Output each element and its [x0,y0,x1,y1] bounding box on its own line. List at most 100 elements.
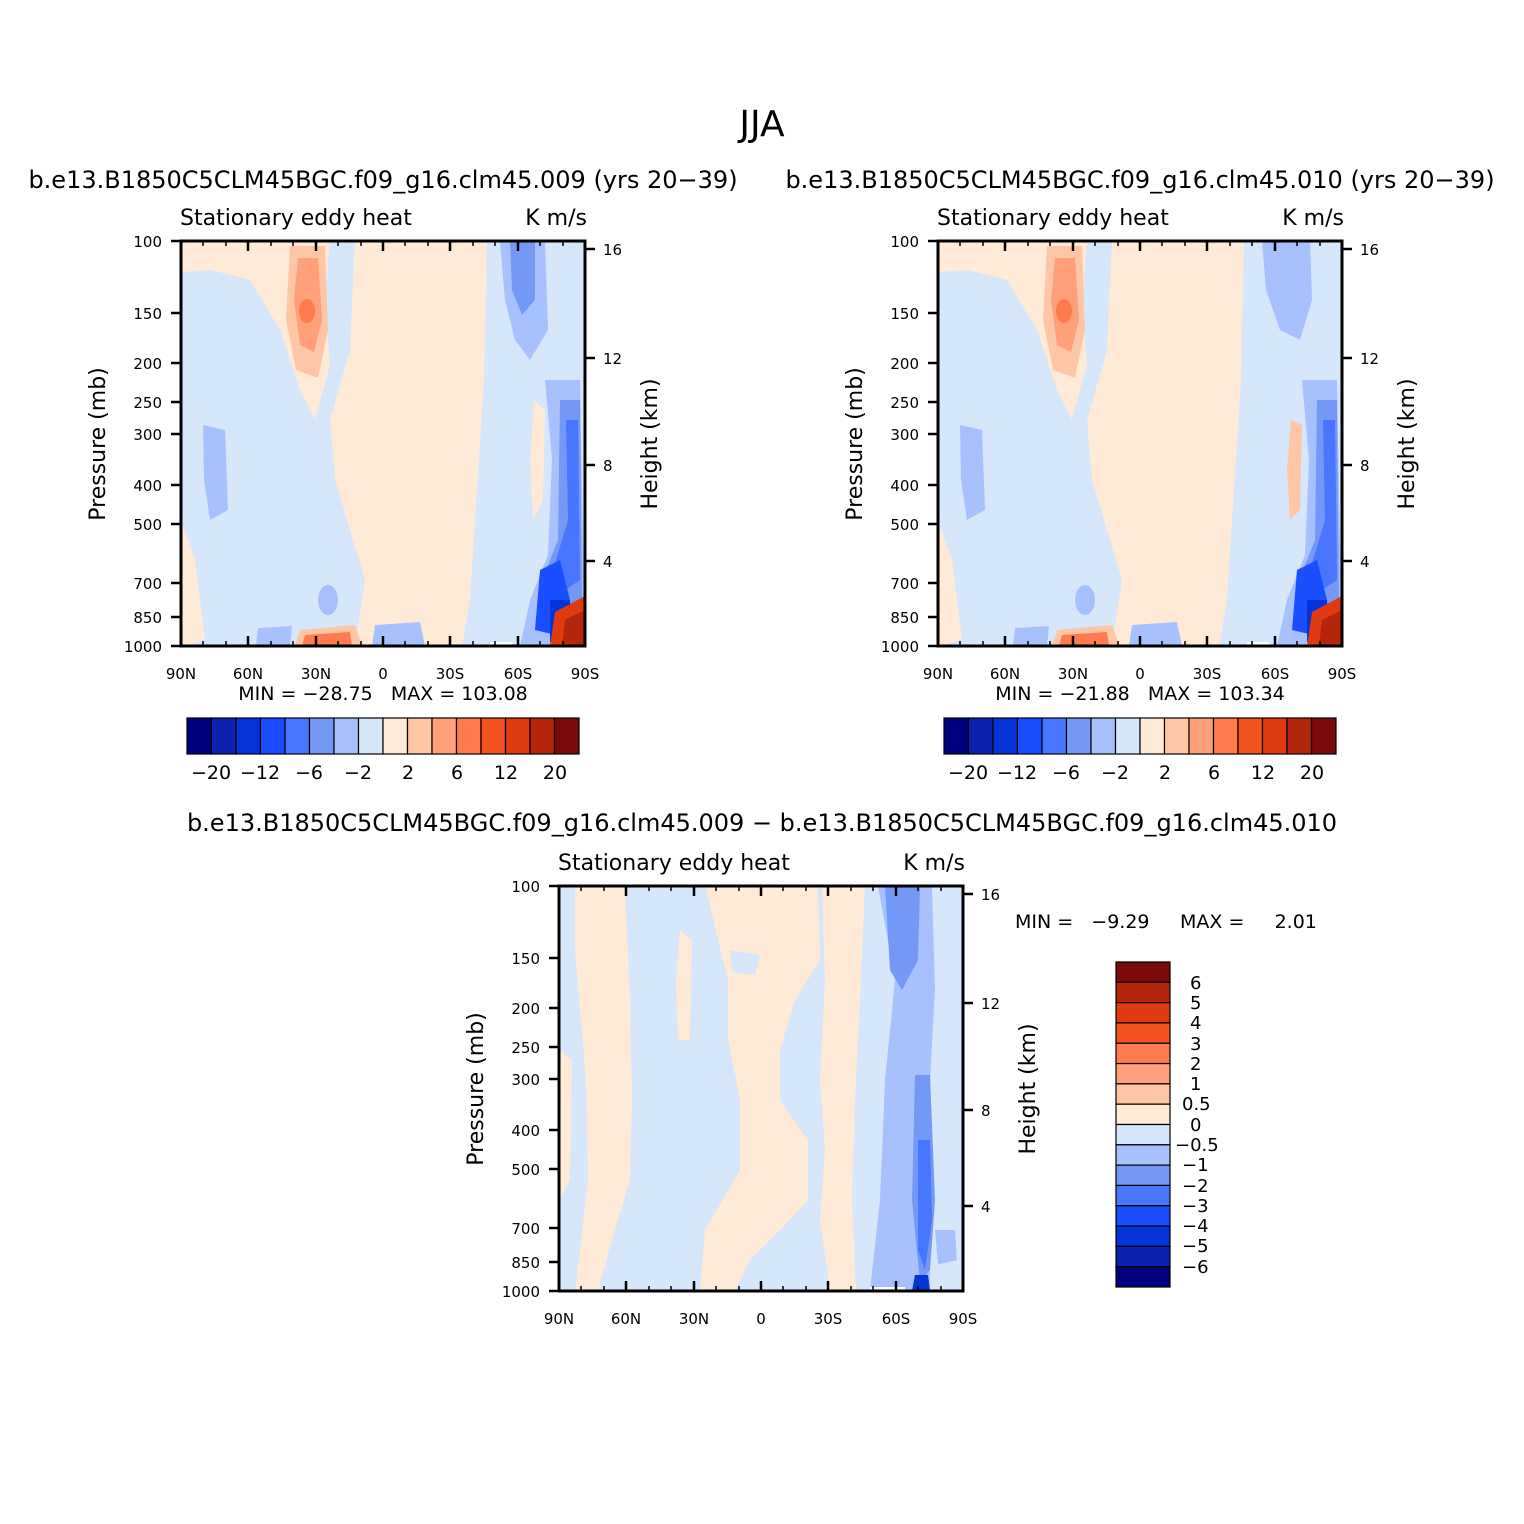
y-tick-label: 500 [890,516,919,534]
colorbar-label: −2 [344,762,372,784]
x-tick-label: 60S [1261,665,1290,683]
colorbar-label: 0.5 [1182,1094,1211,1115]
y-tick-label: 700 [511,1220,540,1238]
colorbar: −20 −12 −6 −2 2 6 12 20 [943,717,1337,784]
y2-tick-label: 16 [603,241,622,259]
x-tick-label: 90N [166,665,196,683]
contour-field [559,886,963,1291]
panel-case2: b.e13.B1850C5CLM45BGC.f09_g16.clm45.010 … [785,166,1494,784]
x-tick-labels: 90N 60N 30N 0 30S 60S 90S [166,665,599,683]
colorbar-label: −6 [1052,762,1080,784]
y2-tick-label: 4 [603,553,613,571]
y2-tick-label: 4 [1360,553,1370,571]
colorbar-swatch [1115,1164,1171,1187]
colorbar-labels: 6 5 4 3 2 1 0.5 0 −0.5 −1 −2 −3 −4 −5 −6 [1175,973,1219,1278]
colorbar-label: −2 [1101,762,1129,784]
y2-tick-labels: 16 12 8 4 [981,886,1000,1216]
panel-title: b.e13.B1850C5CLM45BGC.f09_g16.clm45.009 … [187,809,1337,837]
x-tick-label: 30S [1193,665,1222,683]
y-tick-label: 300 [133,426,162,444]
x-tick-label: 90S [1328,665,1357,683]
colorbar-swatch [943,717,970,755]
y2-tick-labels: 16 12 8 4 [603,241,622,571]
colorbar-swatch [1115,1042,1171,1065]
panel-left-string: Stationary eddy heat [180,206,412,231]
colorbar-label: 2 [402,762,414,784]
axes-frame [928,239,1352,648]
colorbar-label: −2 [1182,1176,1209,1197]
colorbar-swatch [1237,717,1264,755]
colorbar-swatch [1115,1184,1171,1207]
y-tick-label: 100 [511,878,540,896]
min-max-stats: MIN = −21.88 MAX = 103.34 [995,683,1285,705]
max-stat: MAX = 2.01 [1180,911,1317,933]
colorbar-swatch [1163,717,1190,755]
y-ticks [549,884,973,1293]
colorbar-swatch [455,717,482,755]
y-tick-label: 150 [890,305,919,323]
colorbar-swatch [1261,717,1288,755]
colorbar-swatch [1090,717,1117,755]
colorbar-label: −20 [948,762,988,784]
figure-title: JJA [737,104,785,145]
y2-tick-label: 12 [1360,350,1379,368]
x-tick-label: 30N [301,665,331,683]
colorbar-swatch [1115,1103,1171,1126]
colorbar-swatch [431,717,458,755]
colorbar-label: 12 [1251,762,1275,784]
colorbar-label: −0.5 [1175,1135,1219,1156]
colorbar-swatch [1115,1083,1171,1105]
colorbar-label: −4 [1182,1216,1209,1237]
x-tick-label: 90N [544,1310,574,1328]
y-tick-label: 250 [511,1039,540,1057]
y-tick-label: 250 [133,394,162,412]
colorbar-label: 2 [1159,762,1171,784]
x-minor-ticks [959,241,1321,646]
y-axis-label: Pressure (mb) [464,1012,489,1166]
colorbar-swatch [1115,1245,1171,1268]
y2-tick-label: 16 [1360,241,1379,259]
y-tick-label: 400 [511,1122,540,1140]
y-tick-label: 1000 [881,638,919,656]
y2-axis-label: Height (km) [638,378,663,509]
y2-axis-label: Height (km) [1016,1023,1041,1154]
colorbar-swatch [186,717,213,755]
colorbar-swatch [259,717,286,755]
y-ticks [171,239,595,648]
y-tick-label: 1000 [124,638,162,656]
x-tick-label: 60N [611,1310,641,1328]
x-tick-label: 30S [814,1310,843,1328]
panel-right-string: K m/s [903,851,965,876]
axes-frame [549,884,973,1293]
colorbar-label: 6 [1208,762,1220,784]
y-tick-label: 100 [133,233,162,251]
x-tick-label: 90S [949,1310,978,1328]
colorbar-label: 6 [451,762,463,784]
y-ticks [928,239,1352,648]
colorbar-swatch [1115,1144,1171,1166]
colorbar-swatch [1115,1123,1171,1146]
colorbar-label: −6 [1182,1257,1209,1278]
contour-field [938,241,1342,646]
colorbar-label: 20 [1300,762,1324,784]
colorbar-swatch [553,717,580,755]
panel-title: b.e13.B1850C5CLM45BGC.f09_g16.clm45.009 … [28,166,737,194]
y-tick-label: 500 [511,1161,540,1179]
colorbar-label: −20 [191,762,231,784]
panel-case1: b.e13.B1850C5CLM45BGC.f09_g16.clm45.009 … [28,166,737,784]
x-tick-label: 60N [990,665,1020,683]
x-tick-labels: 90N 60N 30N 0 30S 60S 90S [544,1310,977,1328]
y-tick-label: 700 [890,575,919,593]
y2-tick-label: 16 [981,886,1000,904]
panel-right-string: K m/s [1282,206,1344,231]
colorbar-swatch [1114,717,1141,755]
y-axis-label: Pressure (mb) [843,367,868,521]
colorbar-label: −5 [1182,1236,1209,1257]
y-tick-label: 400 [890,477,919,495]
colorbar-label: −12 [997,762,1037,784]
colorbar-swatch [1041,717,1068,755]
y-tick-labels: 100 150 200 250 300 400 500 700 850 1000 [124,233,162,656]
x-ticks [179,241,587,646]
x-tick-label: 90N [923,665,953,683]
colorbar-swatch [992,717,1019,755]
